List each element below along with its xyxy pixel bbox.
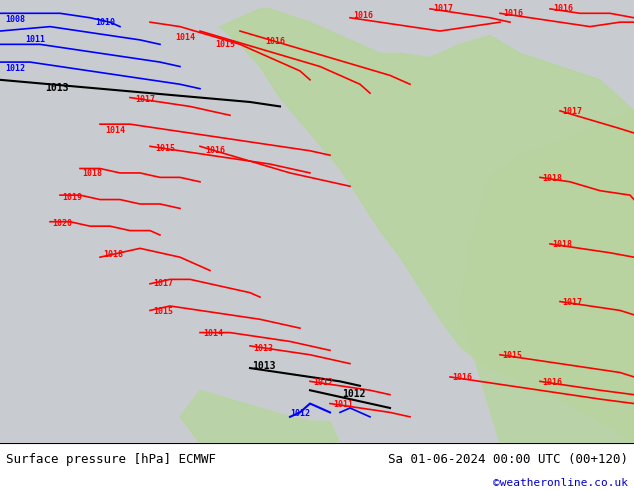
Text: 1013: 1013 [253,343,273,353]
Text: 1018: 1018 [103,250,123,260]
Text: 1019: 1019 [62,193,82,202]
Text: 1017: 1017 [433,4,453,13]
Text: 1017: 1017 [562,298,582,307]
Text: ©weatheronline.co.uk: ©weatheronline.co.uk [493,478,628,488]
Text: 1020: 1020 [52,220,72,228]
Text: 1016: 1016 [452,373,472,382]
Polygon shape [220,9,634,443]
Text: 1017: 1017 [153,279,173,288]
Text: 1013: 1013 [252,361,276,371]
Text: 1011: 1011 [25,35,45,45]
Text: 1014: 1014 [175,33,195,42]
Text: 1018: 1018 [82,170,102,178]
Polygon shape [460,111,634,443]
Text: 1016: 1016 [553,4,573,13]
Text: 1008: 1008 [5,16,25,24]
Text: 1012: 1012 [313,378,333,387]
Text: 1017: 1017 [562,107,582,116]
Text: 1015: 1015 [215,40,235,49]
Polygon shape [180,390,340,443]
Text: 1016: 1016 [205,147,225,155]
Text: 1016: 1016 [542,378,562,387]
Text: 1011: 1011 [333,400,353,409]
Text: 1010: 1010 [95,18,115,26]
Text: 1016: 1016 [353,11,373,20]
Text: Sa 01-06-2024 00:00 UTC (00+120): Sa 01-06-2024 00:00 UTC (00+120) [387,453,628,466]
Text: 1014: 1014 [105,126,125,135]
Text: 1017: 1017 [135,95,155,104]
Text: 1016: 1016 [503,8,523,18]
Text: 1015: 1015 [155,144,175,153]
Text: 1018: 1018 [542,174,562,183]
Text: 1016: 1016 [265,37,285,46]
Text: 1014: 1014 [203,329,223,338]
Text: 1012: 1012 [290,409,310,418]
Text: 1015: 1015 [502,351,522,360]
Text: Surface pressure [hPa] ECMWF: Surface pressure [hPa] ECMWF [6,453,216,466]
Text: 1012: 1012 [5,64,25,73]
Text: 1013: 1013 [45,83,68,93]
Text: 1015: 1015 [153,307,173,316]
Text: 1012: 1012 [342,389,365,399]
Text: 1018: 1018 [552,240,572,249]
